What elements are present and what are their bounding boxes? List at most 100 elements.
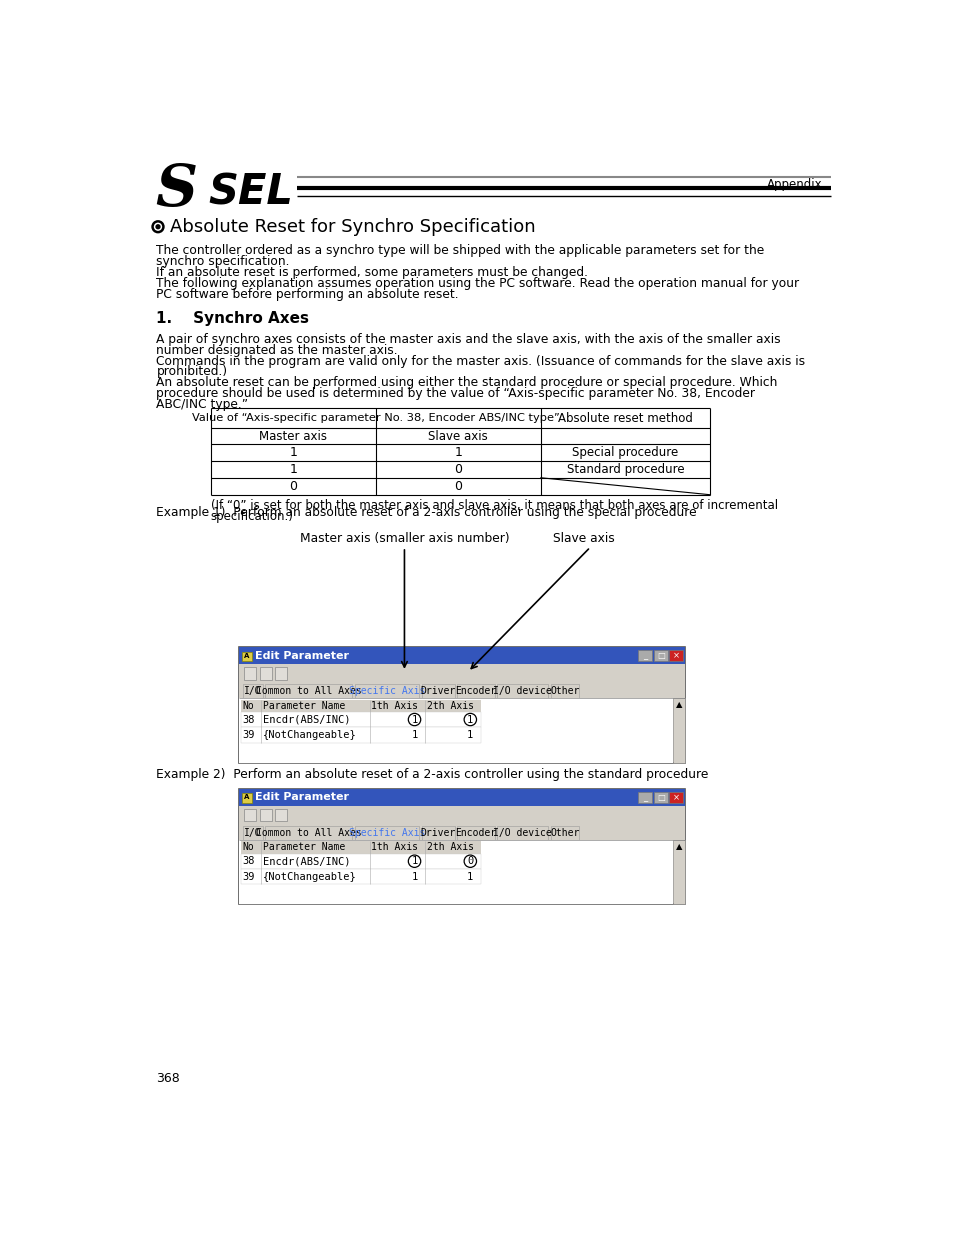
Text: No: No — [242, 700, 253, 710]
Bar — [241, 727, 480, 742]
Text: ×: × — [672, 793, 679, 802]
Text: Appendix: Appendix — [766, 178, 822, 191]
Text: Example 2)  Perform an absolute reset of a 2-axis controller using the standard : Example 2) Perform an absolute reset of … — [156, 768, 708, 781]
Bar — [456, 684, 495, 698]
Bar — [259, 667, 272, 679]
Bar — [497, 684, 548, 698]
Bar — [672, 840, 684, 904]
Bar — [239, 647, 684, 763]
Bar — [244, 667, 256, 679]
Text: Value of “Axis-specific parameter No. 38, Encoder ABS/INC type”: Value of “Axis-specific parameter No. 38… — [192, 414, 559, 424]
Text: 39: 39 — [242, 872, 254, 882]
Bar — [239, 826, 684, 840]
Bar — [241, 869, 480, 884]
Bar — [241, 699, 480, 711]
Text: 2th Axis: 2th Axis — [427, 842, 474, 852]
Text: Encoder: Encoder — [455, 687, 496, 697]
Text: An absolute reset can be performed using either the standard procedure or specia: An absolute reset can be performed using… — [156, 377, 777, 389]
Bar — [239, 684, 684, 698]
Bar — [241, 841, 480, 853]
Bar — [355, 826, 419, 840]
Text: Specific Axis: Specific Axis — [349, 827, 425, 837]
Text: Encoder: Encoder — [455, 827, 496, 837]
Bar — [550, 826, 578, 840]
Text: Special procedure: Special procedure — [572, 446, 678, 459]
Text: Absolute reset method: Absolute reset method — [558, 412, 692, 425]
Text: 1: 1 — [467, 872, 473, 882]
Bar — [274, 809, 287, 821]
Bar — [638, 792, 652, 803]
Text: number designated as the master axis.: number designated as the master axis. — [156, 343, 397, 357]
Text: The controller ordered as a synchro type will be shipped with the applicable par: The controller ordered as a synchro type… — [156, 245, 764, 257]
Bar — [421, 684, 455, 698]
Text: 1: 1 — [411, 715, 417, 725]
Text: 1th Axis: 1th Axis — [371, 700, 417, 710]
Bar — [239, 647, 684, 664]
Bar — [265, 826, 352, 840]
Text: procedure should be used is determined by the value of “Axis-specific parameter : procedure should be used is determined b… — [156, 387, 755, 400]
Text: {NotChangeable}: {NotChangeable} — [262, 872, 356, 882]
Text: 1: 1 — [411, 730, 417, 740]
Text: ▲: ▲ — [675, 700, 681, 709]
Text: I/O: I/O — [244, 827, 262, 837]
Bar — [497, 826, 548, 840]
Text: specification.): specification.) — [211, 510, 294, 524]
Circle shape — [156, 225, 160, 228]
Text: Edit Parameter: Edit Parameter — [254, 651, 349, 661]
Bar — [355, 684, 419, 698]
Bar — [672, 698, 684, 763]
Bar — [274, 667, 287, 679]
Text: 1.    Synchro Axes: 1. Synchro Axes — [156, 311, 309, 326]
Bar — [239, 664, 684, 684]
Text: 0: 0 — [467, 856, 473, 866]
Bar — [211, 409, 709, 495]
Bar — [239, 789, 684, 805]
Text: 1: 1 — [411, 856, 417, 866]
Text: 368: 368 — [156, 1072, 180, 1084]
Text: Commands in the program are valid only for the master axis. (Issuance of command: Commands in the program are valid only f… — [156, 354, 804, 368]
Bar — [239, 698, 672, 763]
Text: _: _ — [642, 793, 647, 802]
Text: Encdr(ABS/INC): Encdr(ABS/INC) — [262, 856, 350, 866]
Bar — [241, 853, 480, 869]
Text: Master axis: Master axis — [259, 430, 327, 442]
Text: Common to All Axes: Common to All Axes — [255, 827, 361, 837]
Text: S: S — [154, 162, 196, 219]
Text: 39: 39 — [242, 730, 254, 740]
Text: 1: 1 — [289, 446, 297, 459]
Text: (If “0” is set for both the master axis and slave axis, it means that both axes : (If “0” is set for both the master axis … — [211, 499, 777, 513]
Text: 2th Axis: 2th Axis — [427, 700, 474, 710]
Bar — [239, 805, 684, 826]
Text: 38: 38 — [242, 856, 254, 866]
Text: ×: × — [672, 651, 679, 661]
Text: Common to All Axes: Common to All Axes — [255, 687, 361, 697]
Text: A: A — [244, 652, 250, 658]
Text: The following explanation assumes operation using the PC software. Read the oper: The following explanation assumes operat… — [156, 277, 799, 290]
Text: Example 1)  Perform an absolute reset of a 2-axis controller using the special p: Example 1) Perform an absolute reset of … — [156, 506, 697, 519]
Text: A: A — [244, 794, 250, 800]
Text: 1: 1 — [467, 730, 473, 740]
Text: prohibited.): prohibited.) — [156, 366, 228, 378]
Bar — [654, 792, 667, 803]
Text: □: □ — [657, 793, 664, 802]
Bar — [239, 789, 684, 904]
Bar — [243, 826, 263, 840]
Bar — [456, 826, 495, 840]
Text: ▲: ▲ — [675, 842, 681, 851]
Text: 1: 1 — [454, 446, 462, 459]
Bar — [550, 684, 578, 698]
Text: Other: Other — [550, 687, 579, 697]
Text: 1: 1 — [467, 715, 473, 725]
Text: Other: Other — [550, 827, 579, 837]
Text: Slave axis: Slave axis — [553, 531, 615, 545]
Bar — [265, 684, 352, 698]
Bar — [669, 651, 682, 661]
Text: SEL: SEL — [208, 172, 293, 214]
Text: Driver: Driver — [420, 827, 456, 837]
Bar — [242, 652, 252, 661]
Bar — [244, 809, 256, 821]
Bar — [638, 651, 652, 661]
Text: Parameter Name: Parameter Name — [262, 842, 345, 852]
Bar — [242, 793, 252, 803]
Bar — [421, 826, 455, 840]
